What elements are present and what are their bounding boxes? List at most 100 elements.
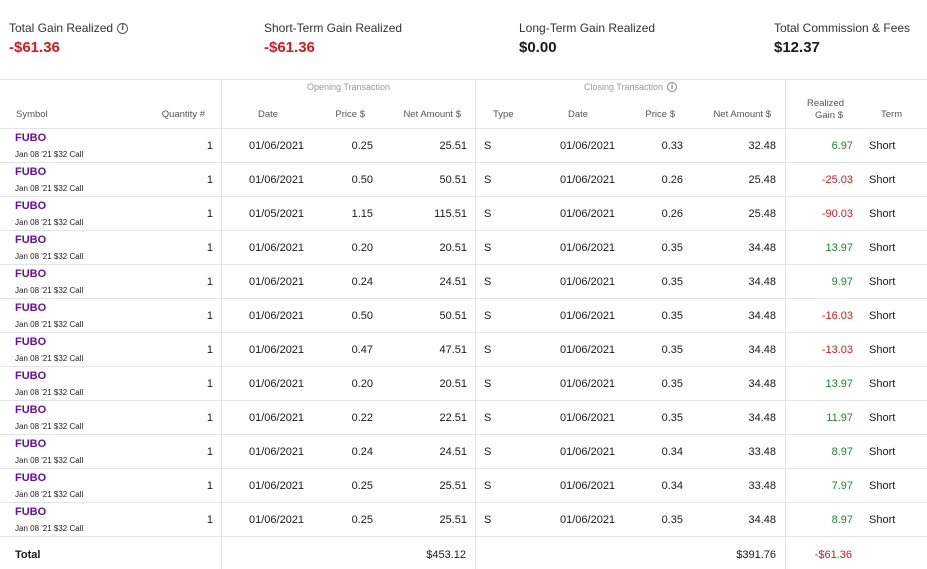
open-net-cell: 47.51 [439, 344, 467, 356]
symbol-link[interactable]: FUBO [15, 438, 47, 450]
close-price-cell: 0.26 [661, 174, 683, 186]
info-icon[interactable]: i [667, 82, 678, 92]
header-open-date[interactable]: Date [258, 109, 279, 120]
symbol-link[interactable]: FUBO [15, 132, 47, 144]
open-date-cell: 01/05/2021 [249, 208, 305, 220]
term-cell: Short [869, 276, 896, 288]
close-net-cell: 34.48 [748, 378, 776, 390]
close-net-cell: 34.48 [748, 242, 776, 254]
type-cell: S [484, 174, 492, 186]
open-net-cell: 22.51 [439, 412, 467, 424]
close-price-cell: 0.26 [661, 208, 683, 220]
term-cell: Short [869, 242, 896, 254]
table-row: FUBO Jan 08 '21 $32 Call 1 01/06/2021 0.… [0, 265, 927, 299]
close-price-cell: 0.33 [661, 140, 683, 152]
close-net-cell: 33.48 [748, 446, 776, 458]
realized-gain-cell: -13.03 [821, 344, 853, 356]
group-label: Closing Transaction [583, 82, 664, 92]
option-description: Jan 08 '21 $32 Call [15, 422, 84, 431]
total-close-net: $391.76 [736, 549, 776, 561]
open-net-cell: 115.51 [434, 208, 467, 220]
close-date-cell: 01/06/2021 [560, 174, 616, 186]
table-top-divider [0, 79, 927, 80]
close-date-cell: 01/06/2021 [560, 378, 616, 390]
term-cell: Short [869, 412, 896, 424]
open-price-cell: 0.47 [351, 344, 373, 356]
quantity-cell: 1 [206, 310, 213, 322]
symbol-link[interactable]: FUBO [15, 472, 47, 484]
close-price-cell: 0.35 [661, 276, 683, 288]
symbol-link[interactable]: FUBO [15, 336, 47, 348]
table-row: FUBO Jan 08 '21 $32 Call 1 01/06/2021 0.… [0, 163, 927, 197]
open-price-cell: 0.25 [351, 480, 373, 492]
summary-label: Long-Term Gain Realized [519, 21, 656, 35]
option-description: Jan 08 '21 $32 Call [15, 388, 84, 397]
header-term[interactable]: Term [881, 109, 903, 120]
info-icon[interactable]: i [117, 22, 129, 34]
closing-transaction-group: Closing Transaction i [476, 82, 785, 92]
quantity-cell: 1 [206, 446, 213, 458]
close-date-cell: 01/06/2021 [560, 276, 616, 288]
type-cell: S [484, 446, 492, 458]
header-realized-gain[interactable]: Realized Gain $ [807, 98, 844, 121]
close-net-cell: 33.48 [748, 480, 776, 492]
open-price-cell: 0.24 [351, 446, 373, 458]
header-close-price[interactable]: Price $ [645, 109, 675, 120]
realized-gain-cell: 13.97 [825, 378, 853, 390]
symbol-link[interactable]: FUBO [15, 166, 47, 178]
open-date-cell: 01/06/2021 [249, 276, 305, 288]
symbol-link[interactable]: FUBO [15, 302, 47, 314]
type-cell: S [484, 310, 492, 322]
symbol-link[interactable]: FUBO [15, 234, 47, 246]
realized-gain-cell: 7.97 [831, 480, 853, 492]
close-net-cell: 25.48 [748, 208, 776, 220]
header-open-price[interactable]: Price $ [335, 109, 365, 120]
type-cell: S [484, 140, 492, 152]
option-description: Jan 08 '21 $32 Call [15, 320, 84, 329]
header-symbol[interactable]: Symbol [16, 109, 48, 120]
close-net-cell: 25.48 [748, 174, 776, 186]
column-divider [475, 79, 476, 569]
option-description: Jan 08 '21 $32 Call [15, 286, 84, 295]
symbol-link[interactable]: FUBO [15, 268, 47, 280]
close-price-cell: 0.34 [661, 446, 683, 458]
summary-long-term-gain: Long-Term Gain Realized $0.00 [519, 20, 655, 56]
type-cell: S [484, 412, 492, 424]
open-net-cell: 20.51 [439, 378, 467, 390]
quantity-cell: 1 [206, 344, 213, 356]
close-date-cell: 01/06/2021 [560, 310, 616, 322]
close-price-cell: 0.35 [661, 378, 683, 390]
term-cell: Short [869, 174, 896, 186]
open-date-cell: 01/06/2021 [249, 412, 305, 424]
header-open-net[interactable]: Net Amount $ [403, 109, 461, 120]
table-row: FUBO Jan 08 '21 $32 Call 1 01/06/2021 0.… [0, 503, 927, 537]
quantity-cell: 1 [206, 276, 213, 288]
header-close-net[interactable]: Net Amount $ [713, 109, 771, 120]
realized-gain-cell: 8.97 [831, 446, 853, 458]
realized-gains-table: Opening Transaction Closing Transaction … [0, 79, 927, 569]
close-date-cell: 01/06/2021 [560, 242, 616, 254]
close-price-cell: 0.34 [661, 480, 683, 492]
type-cell: S [484, 208, 492, 220]
realized-gain-cell: 8.97 [831, 514, 853, 526]
open-price-cell: 0.25 [351, 140, 373, 152]
header-type[interactable]: Type [493, 109, 514, 120]
symbol-link[interactable]: FUBO [15, 506, 47, 518]
term-cell: Short [869, 378, 896, 390]
open-price-cell: 0.20 [351, 242, 373, 254]
summary-value: -$61.36 [264, 39, 315, 56]
symbol-link[interactable]: FUBO [15, 404, 47, 416]
header-close-date[interactable]: Date [568, 109, 589, 120]
header-quantity[interactable]: Quantity # [161, 109, 205, 120]
symbol-link[interactable]: FUBO [15, 370, 47, 382]
symbol-link[interactable]: FUBO [15, 200, 47, 212]
total-label: Total [15, 549, 41, 561]
column-divider [785, 79, 786, 569]
realized-gain-cell: 6.97 [831, 140, 853, 152]
table-row: FUBO Jan 08 '21 $32 Call 1 01/06/2021 0.… [0, 469, 927, 503]
summary-value: $0.00 [519, 39, 557, 56]
close-date-cell: 01/06/2021 [560, 480, 616, 492]
option-description: Jan 08 '21 $32 Call [15, 218, 84, 227]
type-cell: S [484, 378, 492, 390]
type-cell: S [484, 276, 492, 288]
